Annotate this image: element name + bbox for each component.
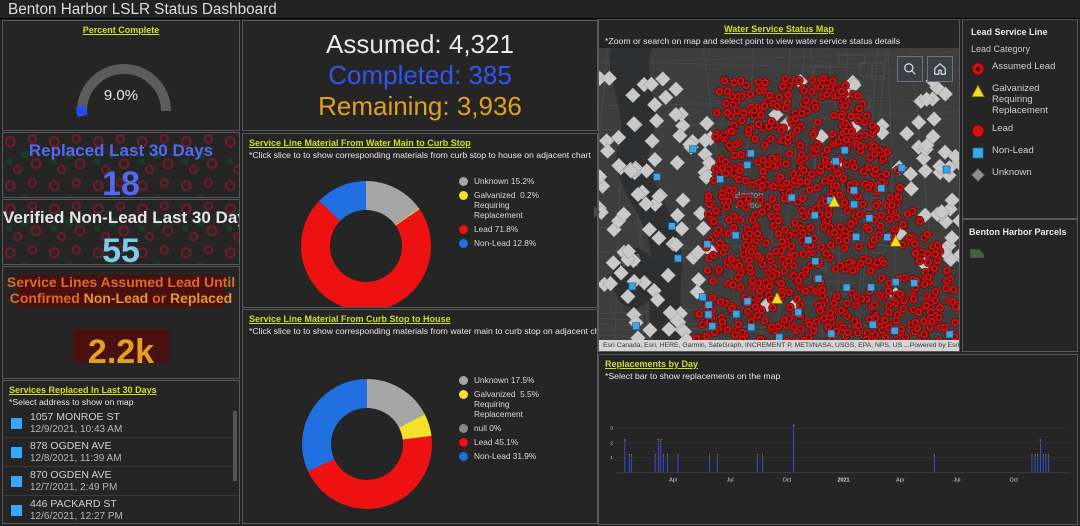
svg-text:1: 1 <box>762 453 764 457</box>
svg-text:1: 1 <box>1045 453 1047 457</box>
svg-text:1: 1 <box>1031 453 1033 457</box>
svg-text:1: 1 <box>677 453 679 457</box>
svg-text:2: 2 <box>660 439 662 443</box>
svg-text:Jul: Jul <box>727 478 734 484</box>
svg-text:1: 1 <box>933 453 935 457</box>
svg-text:1: 1 <box>662 453 664 457</box>
svg-text:1: 1 <box>667 453 669 457</box>
svg-text:3: 3 <box>610 426 613 432</box>
svg-text:1: 1 <box>1048 453 1050 457</box>
svg-text:2021: 2021 <box>837 478 849 484</box>
svg-text:1: 1 <box>1037 453 1039 457</box>
svg-text:1: 1 <box>1034 453 1036 457</box>
svg-text:1: 1 <box>610 455 613 461</box>
svg-text:Oct: Oct <box>783 478 792 484</box>
svg-text:1: 1 <box>716 453 718 457</box>
svg-text:1: 1 <box>631 453 633 457</box>
svg-text:Apr: Apr <box>669 478 678 484</box>
svg-text:1: 1 <box>756 453 758 457</box>
svg-text:1: 1 <box>709 453 711 457</box>
svg-text:2: 2 <box>624 439 626 443</box>
svg-text:3: 3 <box>793 424 795 428</box>
svg-text:Jul: Jul <box>954 478 961 484</box>
svg-text:Oct: Oct <box>1009 478 1018 484</box>
svg-text:1: 1 <box>654 453 656 457</box>
svg-text:1: 1 <box>1042 453 1044 457</box>
svg-text:1: 1 <box>628 453 630 457</box>
svg-text:2: 2 <box>657 439 659 443</box>
svg-text:2: 2 <box>610 440 613 446</box>
svg-text:Apr: Apr <box>896 478 905 484</box>
svg-text:2: 2 <box>1040 439 1042 443</box>
